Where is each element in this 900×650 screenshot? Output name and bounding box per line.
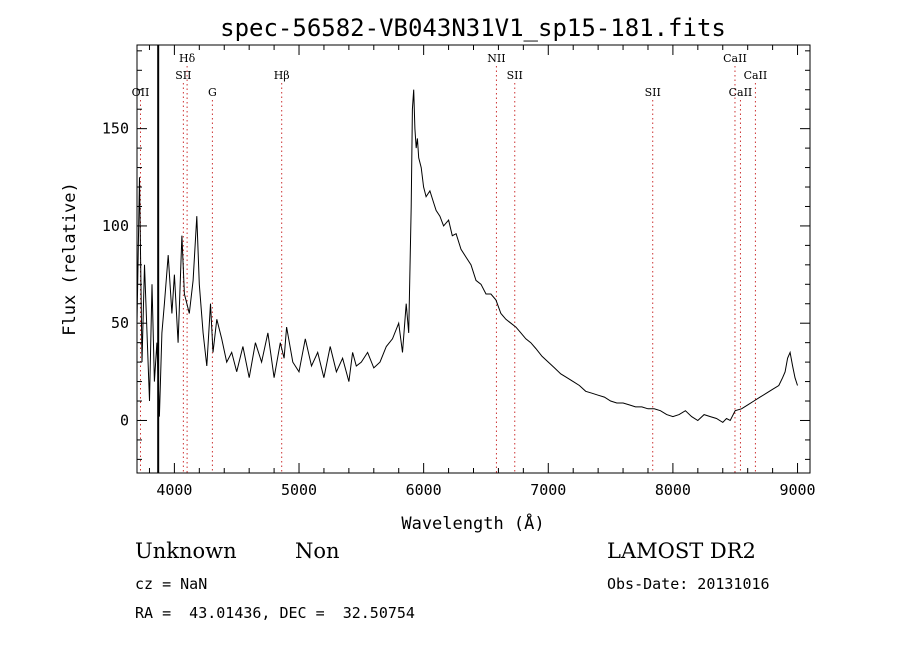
spectral-line-label-8: CaII bbox=[723, 52, 747, 65]
spectral-line-label-10: CaII bbox=[729, 86, 753, 99]
x-axis-label: Wavelength (Å) bbox=[401, 512, 544, 534]
y-tick-label: 150 bbox=[102, 120, 129, 138]
x-tick-label: 5000 bbox=[281, 481, 317, 499]
y-tick-label: 100 bbox=[102, 217, 129, 235]
x-tick-label: 9000 bbox=[779, 481, 815, 499]
x-tick-label: 7000 bbox=[530, 481, 566, 499]
spectral-line-label-4: Hβ bbox=[274, 69, 290, 82]
obs-date-label: Obs-Date: 20131016 bbox=[607, 575, 770, 593]
y-tick-label: 50 bbox=[111, 314, 129, 332]
spectral-line-label-0: OII bbox=[132, 86, 150, 99]
spectrum-series bbox=[136, 45, 798, 473]
coordinates-label: RA = 43.01436, DEC = 32.50754 bbox=[135, 604, 415, 622]
classification-label: Unknown bbox=[135, 539, 237, 563]
spectral-line-label-6: SII bbox=[507, 69, 523, 82]
redshift-label: cz = NaN bbox=[135, 575, 208, 593]
axes: 4000 5000 6000 7000 8000 9000 0 50 100 150 bbox=[102, 45, 816, 499]
chart-title: spec-56582-VB043N31V1_sp15-181.fits bbox=[220, 14, 726, 42]
y-tick-label: 0 bbox=[120, 411, 129, 429]
spectral-line-label-1: Hδ bbox=[179, 52, 196, 65]
x-tick-label: 6000 bbox=[406, 481, 442, 499]
survey-label: LAMOST DR2 bbox=[607, 539, 756, 563]
plot-area bbox=[136, 44, 811, 474]
spectral-line-label-3: G bbox=[208, 86, 217, 99]
plot-frame-border bbox=[136, 44, 811, 474]
spectral-line-label-7: SII bbox=[645, 86, 661, 99]
y-axis-label: Flux (relative) bbox=[60, 182, 80, 336]
spectral-line-label-2: SII bbox=[175, 69, 191, 82]
spectral-line-label-9: CaII bbox=[744, 69, 768, 82]
spectral-line-label-5: NII bbox=[487, 52, 505, 65]
x-tick-label: 4000 bbox=[156, 481, 192, 499]
subclass-label: Non bbox=[295, 539, 340, 563]
x-tick-label: 8000 bbox=[655, 481, 691, 499]
spectrum-line bbox=[136, 89, 798, 424]
